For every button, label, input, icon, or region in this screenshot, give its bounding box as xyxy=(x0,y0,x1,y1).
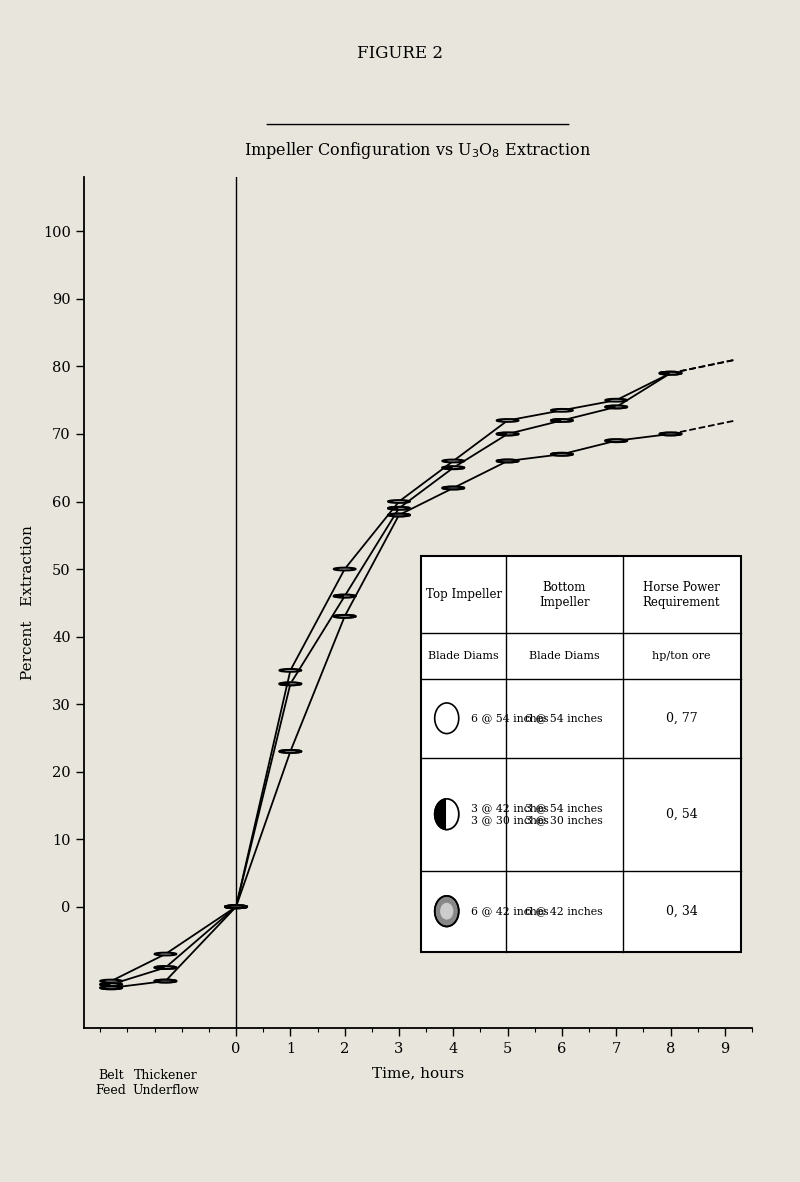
Wedge shape xyxy=(111,983,122,986)
Circle shape xyxy=(497,460,518,462)
Circle shape xyxy=(660,372,682,375)
Y-axis label: Percent   Extraction: Percent Extraction xyxy=(21,525,34,681)
Circle shape xyxy=(660,372,682,375)
Circle shape xyxy=(551,420,573,422)
Circle shape xyxy=(154,953,176,955)
Wedge shape xyxy=(454,467,464,469)
Text: Blade Diams: Blade Diams xyxy=(428,651,499,661)
Text: 0, 34: 0, 34 xyxy=(666,904,698,917)
Wedge shape xyxy=(562,420,573,422)
Circle shape xyxy=(230,907,242,908)
Circle shape xyxy=(100,980,122,982)
Text: Thickener
Underflow: Thickener Underflow xyxy=(132,1069,199,1097)
Circle shape xyxy=(154,980,176,982)
Text: 6 @ 54 inches: 6 @ 54 inches xyxy=(526,713,603,723)
Title: Impeller Configuration vs U$_3$O$_8$ Extraction: Impeller Configuration vs U$_3$O$_8$ Ext… xyxy=(245,141,591,161)
Circle shape xyxy=(434,703,458,734)
Text: 3 @ 54 inches
3 @ 30 inches: 3 @ 54 inches 3 @ 30 inches xyxy=(526,804,603,825)
Circle shape xyxy=(279,682,302,686)
X-axis label: Time, hours: Time, hours xyxy=(372,1066,464,1080)
Circle shape xyxy=(660,433,682,435)
Circle shape xyxy=(606,405,627,408)
Wedge shape xyxy=(399,507,410,509)
Circle shape xyxy=(497,420,518,422)
Circle shape xyxy=(606,398,627,402)
Circle shape xyxy=(502,460,514,462)
Text: 0, 77: 0, 77 xyxy=(666,712,698,725)
Circle shape xyxy=(434,896,458,927)
Text: Top Impeller: Top Impeller xyxy=(426,589,502,602)
Circle shape xyxy=(279,669,302,671)
Circle shape xyxy=(100,987,122,989)
Circle shape xyxy=(226,905,247,908)
Circle shape xyxy=(334,567,355,571)
Wedge shape xyxy=(345,595,355,597)
Circle shape xyxy=(159,980,171,982)
Text: 6 @ 42 inches: 6 @ 42 inches xyxy=(471,907,549,916)
Circle shape xyxy=(551,453,573,455)
Circle shape xyxy=(447,487,459,488)
Circle shape xyxy=(442,460,464,462)
Circle shape xyxy=(665,434,677,435)
Wedge shape xyxy=(290,682,302,686)
Wedge shape xyxy=(446,799,458,830)
Circle shape xyxy=(606,440,627,442)
Circle shape xyxy=(388,514,410,517)
Circle shape xyxy=(105,987,117,988)
Circle shape xyxy=(226,905,247,908)
Circle shape xyxy=(338,616,350,617)
Circle shape xyxy=(442,467,464,469)
Circle shape xyxy=(442,487,464,489)
Circle shape xyxy=(388,500,410,502)
Wedge shape xyxy=(236,905,247,908)
Text: Bottom
Impeller: Bottom Impeller xyxy=(539,580,590,609)
Circle shape xyxy=(226,905,247,908)
Circle shape xyxy=(497,433,518,435)
Circle shape xyxy=(279,751,302,753)
Text: FIGURE 2: FIGURE 2 xyxy=(357,45,443,61)
Wedge shape xyxy=(670,372,682,375)
Circle shape xyxy=(100,983,122,986)
Text: Horse Power
Requirement: Horse Power Requirement xyxy=(643,580,720,609)
Wedge shape xyxy=(166,966,176,969)
Circle shape xyxy=(334,615,355,618)
Text: Blade Diams: Blade Diams xyxy=(529,651,600,661)
Circle shape xyxy=(440,903,454,920)
Text: 6 @ 54 inches: 6 @ 54 inches xyxy=(471,713,549,723)
Text: Belt
Feed: Belt Feed xyxy=(96,1069,126,1097)
Text: 3 @ 42 inches
3 @ 30 inches: 3 @ 42 inches 3 @ 30 inches xyxy=(471,804,549,825)
Circle shape xyxy=(285,751,296,752)
Text: 6 @ 42 inches: 6 @ 42 inches xyxy=(526,907,603,916)
Wedge shape xyxy=(616,405,627,408)
Circle shape xyxy=(551,409,573,411)
Circle shape xyxy=(556,454,568,455)
Circle shape xyxy=(334,595,355,597)
Circle shape xyxy=(388,507,410,509)
Circle shape xyxy=(434,799,458,830)
Circle shape xyxy=(393,514,405,515)
Circle shape xyxy=(610,440,622,441)
Bar xyxy=(422,556,741,952)
Wedge shape xyxy=(508,433,518,435)
Circle shape xyxy=(154,966,176,969)
Text: 0, 54: 0, 54 xyxy=(666,807,698,820)
Text: hp/ton ore: hp/ton ore xyxy=(652,651,711,661)
